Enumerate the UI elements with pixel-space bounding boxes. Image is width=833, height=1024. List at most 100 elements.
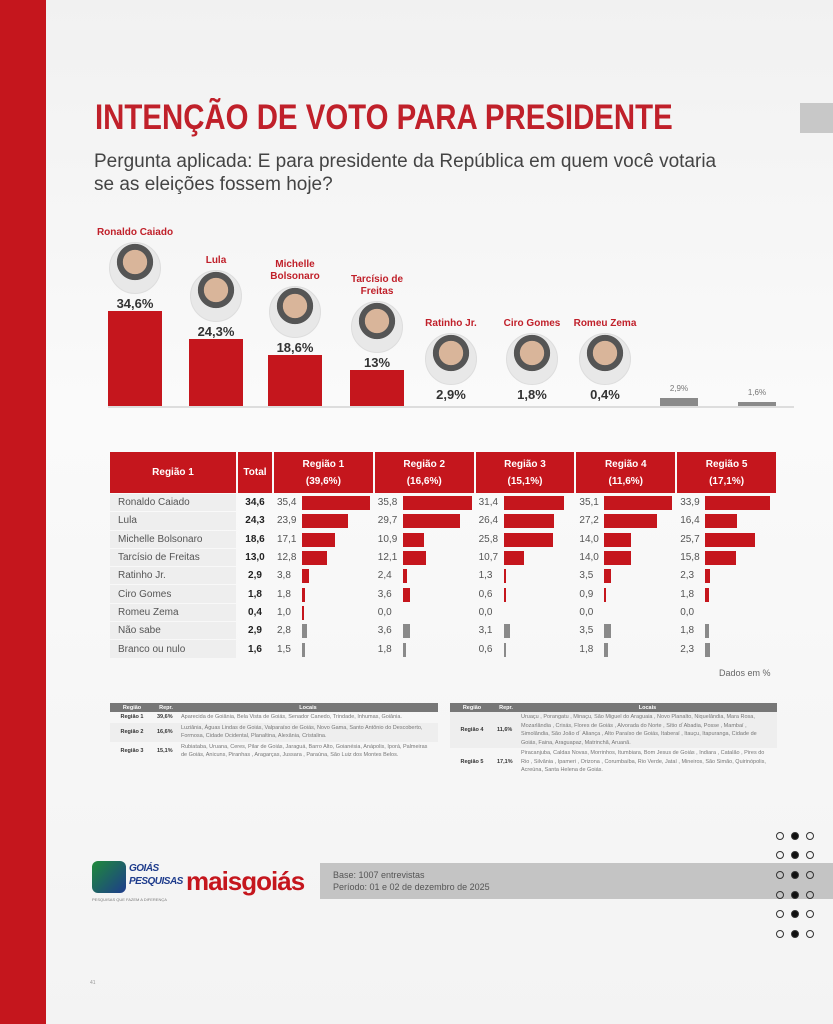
locais-header-1: Repr. — [154, 703, 178, 712]
value-bar — [402, 624, 410, 639]
candidate-percent: 34,6% — [116, 295, 154, 311]
region-cell: 17,1 — [274, 531, 373, 548]
value-text: 0,6 — [478, 643, 493, 655]
value-text: 0,0 — [377, 606, 392, 618]
dot-icon — [806, 929, 814, 938]
region-value: 35,1 — [576, 494, 674, 511]
value-bar — [302, 587, 306, 602]
locais-row: Região 5 17,1% Piracanjuba, Caldas Novas, … — [450, 748, 777, 776]
locais-row: Região 1 39,6% Aparecida de Goiânia, Bela … — [110, 712, 438, 723]
region-cell: 12,8 — [274, 549, 373, 566]
row-name: Branco ou nulo — [110, 640, 236, 658]
dot-icon — [791, 910, 799, 919]
region-name: Região 4 — [604, 458, 647, 470]
candidate-percent: 24,3% — [197, 324, 235, 340]
locais-header: Região Repr. Locais — [450, 703, 777, 712]
candidate-percent: 1,8% — [517, 387, 547, 402]
candidate-photo — [109, 241, 161, 294]
value-text: 0,0 — [478, 606, 493, 618]
decorative-gray-block — [800, 103, 833, 133]
candidate-percent: 13% — [363, 355, 391, 371]
value-bar — [705, 642, 710, 657]
value-bar — [604, 514, 657, 529]
value-bar — [402, 569, 408, 584]
candidate-6: Romeu Zema 0,4% — [565, 318, 645, 402]
row-name: Ciro Gomes — [110, 585, 236, 603]
dot-icon — [791, 929, 799, 938]
value-bar — [604, 624, 612, 639]
bar-1 — [189, 339, 243, 406]
region-share: (15,1%) — [507, 475, 543, 487]
value-text: 2,3 — [680, 570, 695, 582]
row-name: Lula — [110, 512, 236, 530]
table-row: Tarcísio de Freitas 13,0 12,8 12,1 10,7 14,0 1… — [110, 548, 776, 567]
region-value: 12,8 — [274, 549, 372, 566]
region-share: (17,1%) — [709, 475, 745, 487]
dot-icon — [806, 910, 814, 919]
locais-p: 17,1% — [497, 758, 513, 765]
locais-l: Uruaçu , Porangatu , Minaçu, São Miguel … — [518, 712, 777, 748]
candidate-photo — [190, 270, 242, 323]
candidate-percent: 2,9% — [436, 387, 466, 402]
locais-p: 15,1% — [157, 747, 173, 754]
value-text: 10,7 — [478, 552, 499, 564]
value-bar — [604, 587, 607, 602]
goias-pesquisas-logo: GOIÁS PESQUISAS — [129, 863, 183, 887]
dot-row — [776, 846, 820, 866]
region-cell: 0,0 — [677, 604, 776, 621]
value-bar — [503, 532, 554, 547]
region-value: 3,1 — [476, 622, 574, 639]
region-value: 0,0 — [375, 604, 473, 621]
locais-l: Rubiataba, Uruana, Ceres, Pilar de Goiás… — [181, 743, 428, 759]
row-name: Ratinho Jr. — [110, 567, 236, 585]
value-text: 3,6 — [377, 625, 392, 637]
other-bar-label: 1,6% — [747, 387, 767, 397]
value-bar — [302, 605, 304, 620]
candidate-percent: 0,4% — [590, 387, 620, 402]
value-text: 3,5 — [579, 570, 594, 582]
candidate-name-line: Bolsonaro — [270, 270, 320, 282]
dot-icon — [791, 890, 799, 899]
bar-2 — [268, 354, 322, 406]
value-bar — [503, 624, 510, 639]
locais-p: 16,6% — [154, 722, 178, 742]
candidate-name: Michelle Bolsonaro — [255, 259, 335, 283]
other-bar-label: 2,9% — [669, 383, 689, 393]
candidate-name-line: Romeu Zema — [573, 318, 637, 329]
dot-icon — [791, 870, 799, 879]
vote-intention-bar-chart: Ronaldo Caiado 34,6% Lula 24,3% Michelle Bols… — [0, 0, 833, 420]
bar-3 — [350, 370, 404, 406]
region-cell: 3,8 — [274, 567, 373, 584]
region-value: 3,8 — [274, 567, 372, 584]
row-name: Ronaldo Caiado — [110, 494, 236, 512]
region-value: 1,5 — [274, 641, 372, 658]
value-text: 26,4 — [478, 515, 499, 527]
red-side-stripe — [0, 0, 46, 1024]
value-text: 14,0 — [579, 533, 599, 545]
region-cell: 1,8 — [576, 640, 675, 657]
candidate-1: Lula 24,3% — [176, 255, 256, 339]
region-share: (16,6%) — [406, 475, 442, 487]
header-1: Total — [238, 452, 272, 493]
survey-base: Base: 1007 entrevistas — [333, 870, 425, 880]
region-value: 1,8 — [274, 586, 372, 603]
dot-icon — [791, 851, 799, 860]
region-cell: 26,4 — [476, 512, 575, 529]
region-cell: 0,0 — [576, 604, 675, 621]
header-region-4: Região 4 (11,6%) — [576, 452, 676, 493]
locais-p: 11,6% — [494, 712, 518, 748]
value-text: 3,8 — [277, 570, 291, 582]
region-value: 17,1 — [274, 531, 372, 548]
dot-icon — [806, 870, 814, 879]
table-row: Ciro Gomes 1,8 1,8 3,6 0,6 0,9 1,8 — [110, 585, 776, 603]
value-text: 15,8 — [680, 552, 700, 564]
value-bar — [705, 532, 755, 547]
candidate-photo — [506, 333, 558, 385]
region-cell: 0,0 — [375, 604, 474, 621]
value-text: 12,1 — [377, 552, 398, 564]
value-bar — [604, 642, 608, 657]
candidate-name-line: Lula — [205, 255, 227, 267]
region-value: 2,3 — [677, 641, 775, 658]
region-cell: 0,6 — [476, 640, 575, 657]
value-text: 17,1 — [277, 533, 297, 545]
